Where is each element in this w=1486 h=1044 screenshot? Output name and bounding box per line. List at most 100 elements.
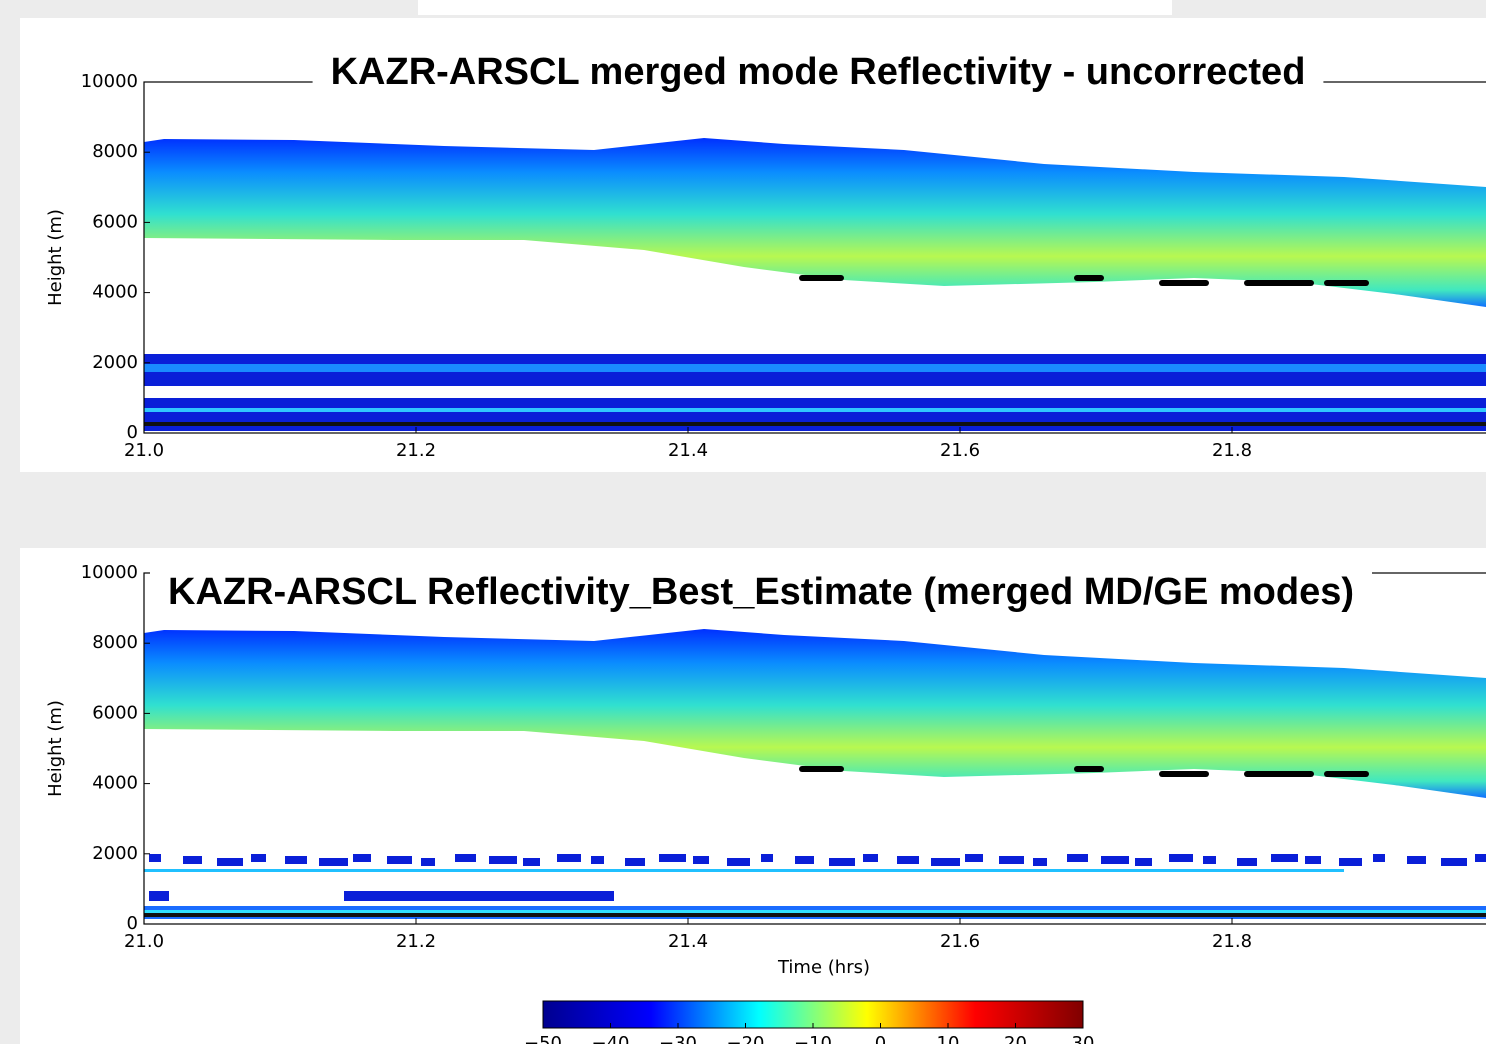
panel [20, 548, 1486, 1044]
echo-fragment [1135, 858, 1152, 866]
cloud-base-marker [1244, 280, 1314, 286]
echo-fragment [285, 856, 307, 864]
y-tick-label: 8000 [92, 632, 138, 653]
echo-fragment [1475, 854, 1486, 862]
y-tick-label: 0 [127, 913, 138, 934]
cloud-echo [144, 629, 1486, 798]
top-strip [418, 0, 1172, 15]
title-background [312, 49, 1324, 96]
echo-fragment [1237, 858, 1257, 866]
echo-fragment [557, 854, 581, 862]
echo-fragment [1169, 854, 1193, 862]
y-tick-label: 2000 [92, 843, 138, 864]
echo-fragment [455, 854, 476, 862]
echo-fragment [1441, 858, 1467, 866]
echo-fragment [659, 854, 686, 862]
echo-fragment [1101, 856, 1129, 864]
colorbar-tick-label: 30 [1072, 1033, 1095, 1044]
echo-fragment [999, 856, 1024, 864]
colorbar-tick-label: −30 [659, 1033, 697, 1044]
y-tick-label: 6000 [92, 702, 138, 723]
cloud-base-marker [799, 275, 844, 281]
echo-fragment [1067, 854, 1088, 862]
echo-fragment [1373, 854, 1385, 862]
x-tick-label: 21.8 [1212, 931, 1252, 952]
echo-fragment [149, 854, 161, 862]
y-tick-label: 10000 [81, 71, 138, 92]
x-tick-label: 21.6 [940, 931, 980, 952]
echo-fragment [149, 891, 169, 901]
colorbar-tick-label: 10 [937, 1033, 960, 1044]
y-tick-label: 6000 [92, 211, 138, 232]
cloud-base-marker [1324, 771, 1369, 777]
echo-fragment [344, 891, 499, 901]
y-tick-label: 8000 [92, 141, 138, 162]
chart-title: KAZR-ARSCL merged mode Reflectivity - un… [331, 51, 1306, 93]
echo-fragment [727, 858, 750, 866]
x-tick-label: 21.2 [396, 440, 436, 461]
y-axis-label: Height (m) [45, 700, 66, 797]
echo-layer [144, 398, 1486, 431]
x-tick-label: 21.0 [124, 931, 164, 952]
echo-layer [144, 408, 1486, 412]
y-tick-label: 4000 [92, 773, 138, 794]
echo-fragment [931, 858, 960, 866]
echo-fragment [829, 858, 855, 866]
echo-fragment [863, 854, 878, 862]
echo-layer [144, 869, 1344, 872]
cloud-base-marker [1324, 280, 1369, 286]
x-tick-label: 21.4 [668, 931, 708, 952]
echo-fragment [251, 854, 266, 862]
echo-fragment [421, 858, 435, 866]
y-tick-label: 4000 [92, 282, 138, 303]
colorbar-tick-label: −50 [524, 1033, 562, 1044]
echo-layer [144, 910, 1486, 913]
cloud-base-marker [1159, 771, 1209, 777]
cloud-base-marker [144, 422, 1486, 426]
colorbar-tick-label: −40 [592, 1033, 630, 1044]
colorbar-tick-label: −20 [727, 1033, 765, 1044]
x-tick-label: 21.6 [940, 440, 980, 461]
y-tick-label: 10000 [81, 562, 138, 583]
y-tick-label: 0 [127, 422, 138, 443]
echo-fragment [1407, 856, 1426, 864]
cloud-base-marker [1074, 766, 1104, 772]
echo-layer [144, 364, 1486, 372]
x-tick-label: 21.4 [668, 440, 708, 461]
cloud-base-marker [799, 766, 844, 772]
echo-fragment [319, 858, 348, 866]
chart-title: KAZR-ARSCL Reflectivity_Best_Estimate (m… [168, 571, 1354, 613]
echo-fragment [183, 856, 202, 864]
colorbar-tick-label: 0 [875, 1033, 886, 1044]
x-axis-label: Time (hrs) [777, 957, 870, 978]
cloud-base-marker [1074, 275, 1104, 281]
echo-fragment [1271, 854, 1298, 862]
plot-area [144, 138, 1486, 431]
x-axis-label: Time (hrs) [777, 471, 870, 492]
echo-fragment [217, 858, 243, 866]
echo-fragment [625, 858, 645, 866]
echo-fragment [1203, 856, 1216, 864]
echo-fragment [591, 856, 604, 864]
echo-fragment [353, 854, 371, 862]
x-tick-label: 21.8 [1212, 440, 1252, 461]
y-tick-label: 2000 [92, 352, 138, 373]
echo-fragment [523, 858, 540, 866]
echo-fragment [761, 854, 773, 862]
echo-fragment [387, 856, 412, 864]
colorbar-tick-label: −10 [794, 1033, 832, 1044]
colorbar-tick-label: 20 [1004, 1033, 1027, 1044]
echo-fragment [897, 856, 919, 864]
title-background [150, 569, 1373, 616]
echo-fragment [1339, 858, 1362, 866]
cloud-base-marker [1159, 280, 1209, 286]
cloud-base-marker [144, 913, 1486, 917]
echo-fragment [795, 856, 814, 864]
echo-fragment [965, 854, 983, 862]
echo-fragment [489, 856, 517, 864]
cloud-base-marker [1244, 771, 1314, 777]
x-tick-label: 21.0 [124, 440, 164, 461]
echo-fragment [693, 856, 709, 864]
